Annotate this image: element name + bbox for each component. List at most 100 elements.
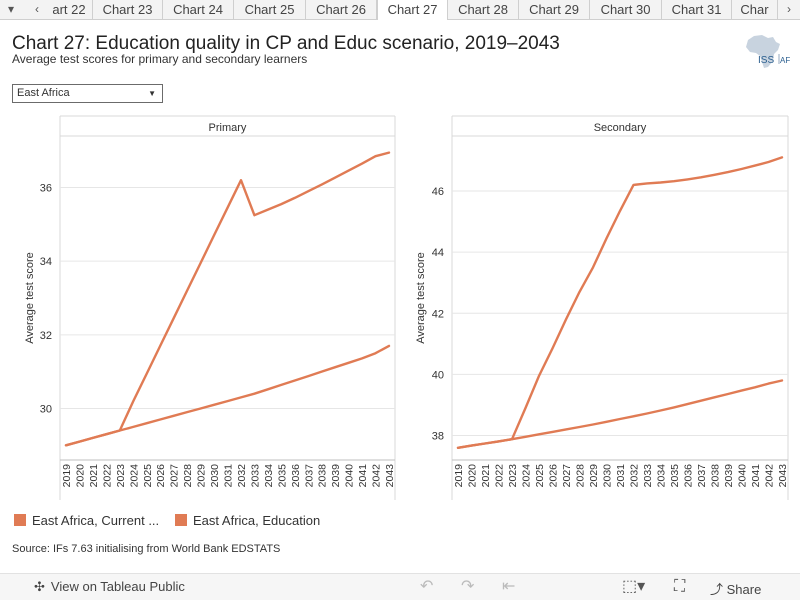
x-tick-label: 2035 bbox=[276, 464, 288, 488]
x-tick-label: 2040 bbox=[737, 464, 749, 488]
x-tick-label: 2027 bbox=[561, 464, 573, 488]
x-tick-label: 2024 bbox=[128, 464, 140, 488]
y-tick-label: 44 bbox=[432, 247, 444, 259]
view-on-tableau-link[interactable]: ✣ View on Tableau Public bbox=[34, 579, 185, 595]
tab-chart-30[interactable]: Chart 30 bbox=[590, 0, 662, 19]
series-line-current-path bbox=[64, 344, 391, 447]
chart-title: Chart 27: Education quality in CP and Ed… bbox=[12, 33, 560, 54]
undo-icon[interactable]: ↶ bbox=[420, 578, 434, 595]
x-tick-label: 2033 bbox=[249, 464, 261, 488]
x-tick-label: 2040 bbox=[344, 464, 356, 488]
x-tick-label: 2033 bbox=[642, 464, 654, 488]
view-on-tableau-label: View on Tableau Public bbox=[50, 579, 185, 594]
x-tick-label: 2039 bbox=[330, 464, 342, 488]
y-tick-label: 42 bbox=[432, 308, 444, 320]
x-tick-label: 2041 bbox=[750, 464, 762, 488]
tab-chart-25[interactable]: Chart 25 bbox=[234, 0, 306, 19]
x-tick-label: 2032 bbox=[629, 464, 641, 488]
x-tick-label: 2030 bbox=[209, 464, 221, 488]
x-tick-label: 2043 bbox=[384, 464, 396, 488]
tab-chart-23[interactable]: Chart 23 bbox=[93, 0, 163, 19]
panel-title: Primary bbox=[209, 122, 247, 134]
legend-swatch bbox=[14, 514, 26, 526]
chevron-left-icon[interactable]: ‹ bbox=[26, 0, 48, 19]
y-axis-title: Average test score bbox=[415, 252, 427, 344]
x-tick-label: 2019 bbox=[61, 464, 73, 488]
legend-item-current-path[interactable]: East Africa, Current ... bbox=[14, 513, 159, 528]
x-tick-label: 2041 bbox=[357, 464, 369, 488]
share-button[interactable]: ⤴ Share bbox=[710, 579, 761, 598]
x-tick-label: 2020 bbox=[74, 464, 86, 488]
y-axis-title: Average test score bbox=[24, 252, 36, 344]
tab-chart-31[interactable]: Chart 31 bbox=[662, 0, 732, 19]
x-tick-label: 2038 bbox=[317, 464, 329, 488]
source-note: Source: IFs 7.63 initialising from World… bbox=[12, 543, 281, 555]
x-tick-label: 2025 bbox=[534, 464, 546, 488]
series-line-education bbox=[64, 151, 391, 447]
legend-label: East Africa, Education bbox=[193, 513, 321, 528]
y-tick-label: 46 bbox=[432, 186, 444, 198]
x-tick-label: 2021 bbox=[480, 464, 492, 488]
x-tick-label: 2034 bbox=[656, 464, 668, 488]
x-tick-label: 2037 bbox=[303, 464, 315, 488]
tab-chart-24[interactable]: Chart 24 bbox=[163, 0, 234, 19]
tab-chart-26[interactable]: Chart 26 bbox=[306, 0, 377, 19]
tableau-logo-icon: ✣ bbox=[34, 579, 45, 594]
x-tick-label: 2027 bbox=[169, 464, 181, 488]
x-tick-label: 2023 bbox=[115, 464, 127, 488]
x-tick-label: 2023 bbox=[507, 464, 519, 488]
y-tick-label: 32 bbox=[40, 330, 52, 342]
revert-icon[interactable]: ⇤ bbox=[502, 578, 516, 595]
legend-label: East Africa, Current ... bbox=[32, 513, 160, 528]
x-tick-label: 2036 bbox=[683, 464, 695, 488]
x-tick-label: 2022 bbox=[494, 464, 506, 488]
y-tick-label: 30 bbox=[40, 403, 52, 415]
caret-down-icon: ▼ bbox=[148, 89, 156, 98]
chevron-right-icon[interactable]: › bbox=[778, 0, 800, 19]
x-tick-label: 2026 bbox=[548, 464, 560, 488]
x-tick-label: 2025 bbox=[142, 464, 154, 488]
x-tick-label: 2019 bbox=[453, 464, 465, 488]
logo-suffix: AF bbox=[780, 56, 790, 65]
fullscreen-icon[interactable]: ⛶ bbox=[674, 578, 686, 595]
x-tick-label: 2022 bbox=[101, 464, 113, 488]
region-filter-dropdown[interactable]: East Africa ▼ bbox=[12, 84, 163, 103]
y-tick-label: 34 bbox=[40, 256, 52, 268]
legend-item-education[interactable]: East Africa, Education bbox=[175, 513, 320, 528]
tableau-toolbar: ✣ View on Tableau Public ↶ ↷ ⇤ ⬚▾ ⛶ ⤴ Sha… bbox=[0, 573, 800, 600]
logo-text: ISS bbox=[758, 55, 774, 66]
dropdown-triangle-icon[interactable]: ▾ bbox=[0, 0, 22, 19]
tab-chart-28[interactable]: Chart 28 bbox=[448, 0, 519, 19]
tab-chart-27[interactable]: Chart 27 bbox=[377, 0, 448, 20]
share-label: Share bbox=[726, 582, 762, 597]
chart-subtitle: Average test scores for primary and seco… bbox=[12, 52, 308, 66]
y-tick-label: 40 bbox=[432, 369, 444, 381]
x-tick-label: 2037 bbox=[696, 464, 708, 488]
tab-art-22[interactable]: art 22 bbox=[46, 0, 93, 19]
x-tick-label: 2029 bbox=[588, 464, 600, 488]
x-tick-label: 2030 bbox=[602, 464, 614, 488]
x-tick-label: 2028 bbox=[182, 464, 194, 488]
x-tick-label: 2029 bbox=[196, 464, 208, 488]
share-icon: ⤴ bbox=[710, 582, 724, 597]
download-icon[interactable]: ⬚▾ bbox=[622, 578, 646, 595]
x-tick-label: 2026 bbox=[155, 464, 167, 488]
x-tick-label: 2038 bbox=[710, 464, 722, 488]
x-tick-label: 2031 bbox=[223, 464, 235, 488]
x-tick-label: 2039 bbox=[723, 464, 735, 488]
x-tick-label: 2020 bbox=[467, 464, 479, 488]
region-filter-value: East Africa bbox=[17, 87, 70, 99]
sheet-tab-bar: ▾ ‹ art 22 Chart 23 Chart 24 Chart 25 Chart … bbox=[0, 0, 800, 20]
x-tick-label: 2032 bbox=[236, 464, 248, 488]
series-line-education bbox=[456, 156, 784, 449]
x-tick-label: 2043 bbox=[777, 464, 789, 488]
x-tick-label: 2036 bbox=[290, 464, 302, 488]
redo-icon[interactable]: ↷ bbox=[461, 578, 475, 595]
legend-swatch bbox=[175, 514, 187, 526]
tab-chart-29[interactable]: Chart 29 bbox=[519, 0, 590, 19]
panel-secondary: Secondary 38 40 42 44 46 Average test score 201… bbox=[415, 115, 789, 500]
tab-char[interactable]: Char bbox=[732, 0, 778, 19]
x-tick-label: 2028 bbox=[575, 464, 587, 488]
